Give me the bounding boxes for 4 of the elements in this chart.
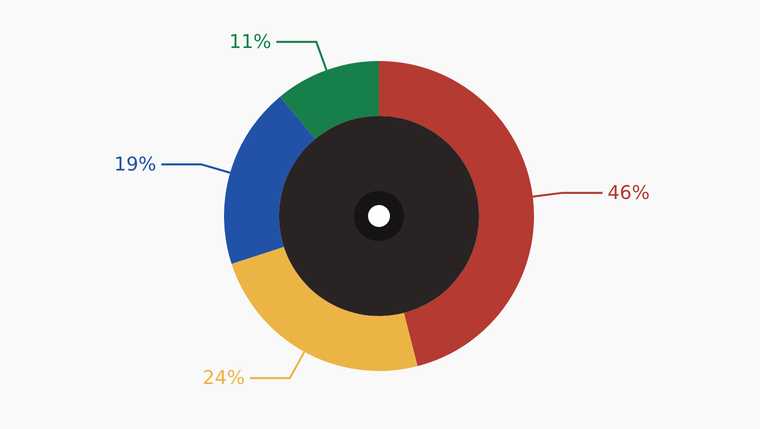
data-label: 19% — [114, 153, 156, 176]
data-label: 24% — [202, 367, 245, 390]
data-label: 46% — [608, 182, 650, 204]
data-label: 11% — [229, 30, 272, 53]
